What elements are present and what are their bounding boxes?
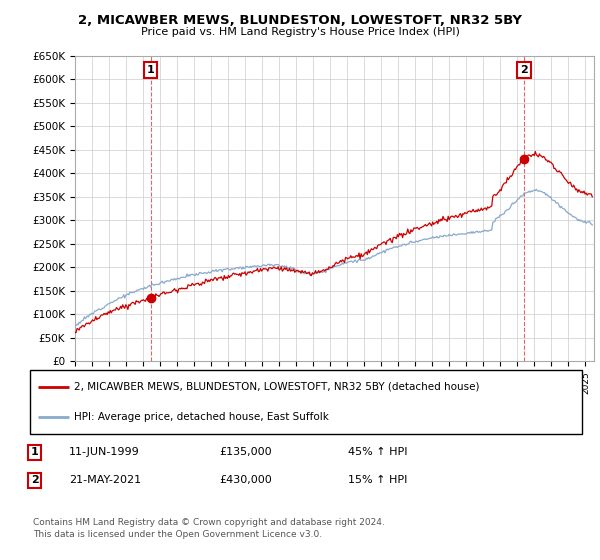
Text: 1: 1	[31, 447, 38, 458]
Text: 2, MICAWBER MEWS, BLUNDESTON, LOWESTOFT, NR32 5BY: 2, MICAWBER MEWS, BLUNDESTON, LOWESTOFT,…	[78, 14, 522, 27]
Text: HPI: Average price, detached house, East Suffolk: HPI: Average price, detached house, East…	[74, 412, 329, 422]
Text: 21-MAY-2021: 21-MAY-2021	[69, 475, 141, 486]
Text: 1: 1	[146, 65, 154, 75]
Text: 45% ↑ HPI: 45% ↑ HPI	[348, 447, 407, 458]
Text: 2: 2	[31, 475, 38, 486]
Text: £430,000: £430,000	[219, 475, 272, 486]
Text: 15% ↑ HPI: 15% ↑ HPI	[348, 475, 407, 486]
Text: £135,000: £135,000	[219, 447, 272, 458]
Text: Price paid vs. HM Land Registry's House Price Index (HPI): Price paid vs. HM Land Registry's House …	[140, 27, 460, 37]
FancyBboxPatch shape	[30, 370, 582, 434]
Text: 11-JUN-1999: 11-JUN-1999	[69, 447, 140, 458]
Text: Contains HM Land Registry data © Crown copyright and database right 2024.
This d: Contains HM Land Registry data © Crown c…	[33, 518, 385, 539]
Text: 2, MICAWBER MEWS, BLUNDESTON, LOWESTOFT, NR32 5BY (detached house): 2, MICAWBER MEWS, BLUNDESTON, LOWESTOFT,…	[74, 382, 479, 392]
Text: 2: 2	[520, 65, 528, 75]
